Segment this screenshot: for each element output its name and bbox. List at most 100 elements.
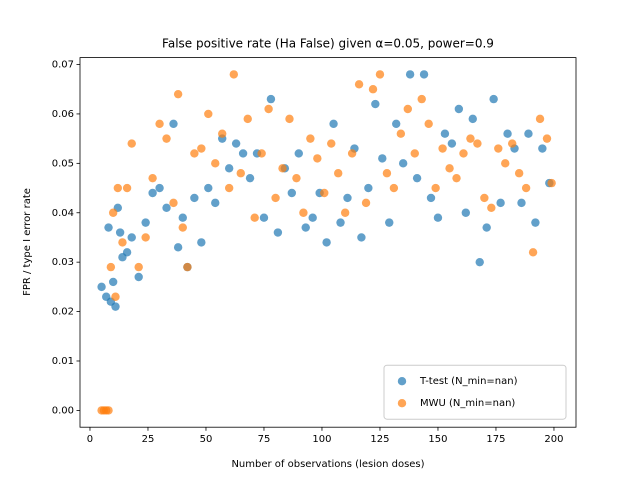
point <box>190 193 199 203</box>
point <box>308 213 317 222</box>
point <box>361 198 371 208</box>
point <box>173 243 183 252</box>
point <box>480 193 489 203</box>
point <box>259 213 269 222</box>
point <box>385 218 394 227</box>
point <box>190 149 199 158</box>
point <box>327 139 336 148</box>
point <box>452 173 461 183</box>
point <box>459 149 468 158</box>
y-axis-label: FPR / type I error rate <box>22 188 33 296</box>
point <box>111 292 120 301</box>
point <box>340 208 350 217</box>
point <box>445 164 454 173</box>
point <box>197 144 206 153</box>
point <box>113 183 123 193</box>
point <box>392 119 401 129</box>
point <box>375 70 385 79</box>
point <box>127 233 136 242</box>
point <box>104 406 113 415</box>
point <box>412 173 422 183</box>
x-tick-label: 100 <box>312 434 331 445</box>
point <box>178 213 187 222</box>
point <box>496 198 505 208</box>
point <box>134 262 143 272</box>
x-tick-label: 25 <box>142 434 155 445</box>
point <box>433 213 443 222</box>
legend-label: T-test (N_min=nan) <box>419 376 518 387</box>
point <box>211 159 220 168</box>
y-tick-label: 0.04 <box>52 208 74 219</box>
point <box>538 144 547 153</box>
point <box>127 139 136 148</box>
point <box>238 149 248 158</box>
point <box>364 183 373 193</box>
point <box>419 70 429 79</box>
point <box>155 119 164 129</box>
point <box>482 223 491 232</box>
point <box>489 94 498 104</box>
point <box>148 188 157 198</box>
legend-box <box>383 364 567 420</box>
plot-frame <box>79 57 577 428</box>
point <box>294 149 303 158</box>
point <box>528 248 538 257</box>
point <box>285 114 294 124</box>
x-tick-label: 75 <box>258 434 271 445</box>
x-tick-label: 175 <box>486 434 505 445</box>
point <box>204 183 213 193</box>
point <box>503 129 512 138</box>
point <box>466 134 475 143</box>
point <box>271 193 280 203</box>
point <box>115 228 125 237</box>
point <box>257 149 266 158</box>
point <box>389 183 399 193</box>
point <box>243 114 252 124</box>
point <box>250 213 259 222</box>
point <box>211 198 220 208</box>
point <box>336 218 345 227</box>
y-tick-label: 0.00 <box>52 405 74 416</box>
y-tick-label: 0.01 <box>52 356 74 367</box>
point <box>475 257 484 267</box>
y-tick-label: 0.02 <box>52 307 74 318</box>
point <box>398 159 408 168</box>
point <box>347 149 357 158</box>
x-axis-label: Number of observations (lesion doses) <box>231 459 424 470</box>
point <box>264 104 273 114</box>
x-tick-label: 125 <box>370 434 389 445</box>
point <box>224 164 234 173</box>
x-tick-label: 50 <box>200 434 213 445</box>
point <box>224 183 234 193</box>
point <box>514 169 524 178</box>
point <box>473 139 482 148</box>
x-tick-label: 150 <box>428 434 447 445</box>
point <box>368 85 378 94</box>
point <box>106 262 116 272</box>
point <box>299 208 308 217</box>
point <box>141 218 150 227</box>
point <box>278 164 287 173</box>
point <box>440 129 450 138</box>
point <box>531 218 540 227</box>
point <box>162 134 171 143</box>
point <box>329 119 338 129</box>
point <box>266 94 276 104</box>
point <box>521 183 531 193</box>
point <box>405 70 415 79</box>
point <box>273 228 283 237</box>
legend-marker <box>397 377 407 386</box>
y-tick-label: 0.05 <box>52 158 74 169</box>
point <box>134 272 143 282</box>
point <box>417 94 426 104</box>
point <box>403 104 413 114</box>
chart-title: False positive rate (Ha False) given α=0… <box>162 37 494 51</box>
point <box>236 169 245 178</box>
point <box>162 203 171 213</box>
point <box>178 223 187 232</box>
point <box>301 223 310 232</box>
point <box>204 109 213 119</box>
point <box>542 134 552 143</box>
point <box>431 183 440 193</box>
